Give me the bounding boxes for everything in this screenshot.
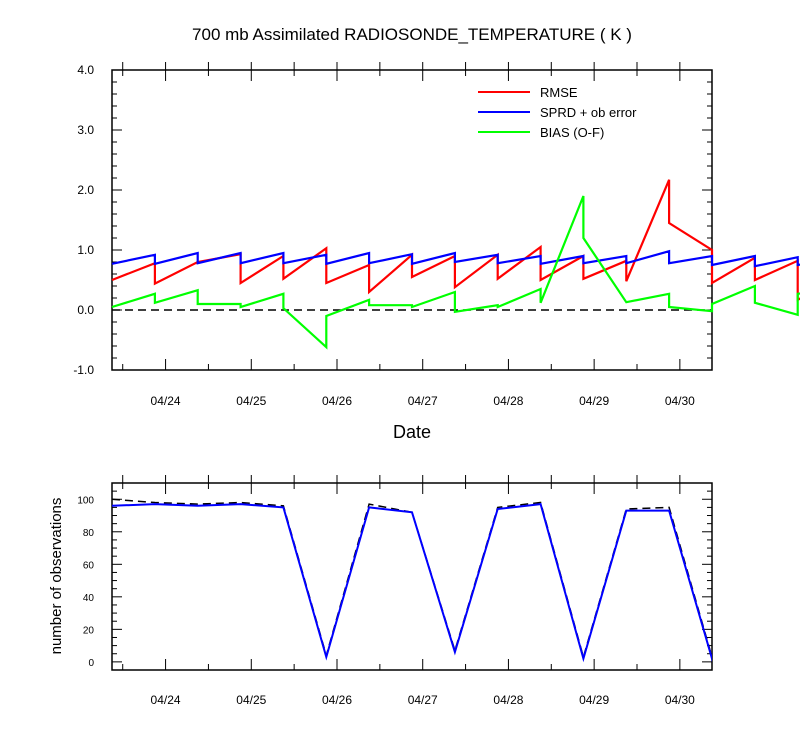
top-chart: -1.0 0.0 1.0 2.0 3.0 4.0 04/24 04/25 04/26 04/27 0… [73, 62, 800, 442]
bottom-y-tick-label: 0 [88, 658, 94, 669]
top-y-tick-label: 3.0 [77, 123, 94, 137]
y-axis-label-observations: number of observations [48, 498, 65, 655]
top-x-tick-label: 04/26 [322, 394, 352, 408]
bottom-x-tick-label: 04/27 [408, 693, 438, 707]
legend: RMSE SPRD + ob error BIAS (O-F) [478, 85, 637, 140]
legend-label-rmse: RMSE [540, 85, 578, 100]
bottom-series-group [112, 498, 712, 663]
bottom-y-tick-label: 40 [83, 593, 95, 604]
bottom-x-tick-label: 04/28 [493, 693, 523, 707]
series-line-2 [111, 195, 800, 350]
legend-label-bias: BIAS (O-F) [540, 125, 604, 140]
top-x-tick-label: 04/24 [151, 394, 181, 408]
bottom-y-tick-label: 80 [83, 528, 95, 539]
top-x-tick-label: 04/27 [408, 394, 438, 408]
top-y-tick-label: 1.0 [77, 243, 94, 257]
bottom-chart: 0 20 40 60 80 100 04/24 04/25 04/26 04/27 04/28 04/… [48, 475, 713, 707]
top-y-tick-label: 2.0 [77, 183, 94, 197]
top-plot-frame [111, 69, 713, 371]
bottom-x-tick-label: 04/24 [151, 693, 181, 707]
count-line-1 [112, 503, 712, 663]
bottom-x-tick-label: 04/25 [236, 693, 266, 707]
top-x-tick-label: 04/25 [236, 394, 266, 408]
bottom-x-tick-label: 04/26 [322, 693, 352, 707]
bottom-y-tick-label: 100 [77, 495, 94, 506]
top-y-tick-label: -1.0 [73, 363, 94, 377]
bottom-y-tick-label: 20 [83, 625, 95, 636]
bottom-x-tick-label: 04/29 [579, 693, 609, 707]
x-axis-label: Date [393, 422, 431, 442]
bottom-x-tick-label: 04/30 [665, 693, 695, 707]
chart-title: 700 mb Assimilated RADIOSONDE_TEMPERATUR… [192, 25, 632, 44]
count-line-0 [112, 498, 712, 660]
top-series-group [111, 179, 800, 350]
legend-label-sprd: SPRD + ob error [540, 105, 637, 120]
top-x-tick-label: 04/29 [579, 394, 609, 408]
bottom-axis-ticks: 0 20 40 60 80 100 04/24 04/25 04/26 04/27 04/28 04/… [77, 475, 712, 707]
top-y-tick-label: 4.0 [77, 63, 94, 77]
top-x-tick-label: 04/30 [665, 394, 695, 408]
bottom-plot-frame [111, 482, 713, 671]
top-x-tick-label: 04/28 [493, 394, 523, 408]
series-line-1 [111, 249, 800, 268]
series-line-0 [111, 179, 800, 302]
top-y-tick-label: 0.0 [77, 303, 94, 317]
bottom-y-tick-label: 60 [83, 560, 95, 571]
